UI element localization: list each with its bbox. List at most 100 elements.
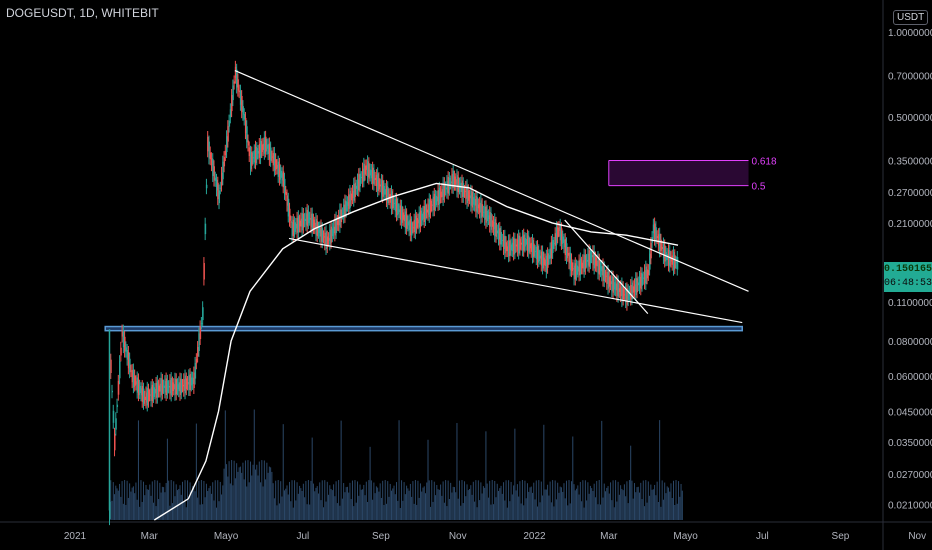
- volume-bar: [636, 487, 638, 520]
- candle-body: [188, 375, 190, 390]
- volume-bar: [148, 489, 150, 520]
- volume-bar: [242, 462, 244, 520]
- volume-bar: [499, 488, 501, 520]
- volume-bar: [450, 482, 452, 520]
- candle-body: [263, 137, 266, 154]
- candle-body: [286, 195, 289, 206]
- candle-body: [153, 387, 155, 397]
- volume-bar: [266, 462, 268, 520]
- candle-body: [223, 157, 226, 167]
- volume-bar: [431, 480, 433, 520]
- candle-body: [197, 347, 199, 357]
- candle-body: [164, 381, 166, 393]
- candle-body: [452, 170, 455, 188]
- volume-bar: [665, 493, 667, 520]
- candle-body: [273, 152, 276, 171]
- y-tick-label: 0.0210000: [888, 501, 932, 512]
- volume-bar: [226, 464, 228, 520]
- candle-body: [655, 227, 657, 242]
- candle-body: [334, 219, 336, 236]
- candle-body: [572, 268, 574, 270]
- volume-bar: [204, 497, 206, 520]
- candle-body: [569, 252, 572, 271]
- candle-body: [173, 384, 175, 390]
- volume-bar: [476, 507, 478, 520]
- candle-body: [581, 262, 583, 269]
- candle-body: [229, 109, 232, 118]
- volume-bar: [149, 484, 151, 520]
- candle-body: [195, 359, 198, 364]
- volume-bar: [484, 487, 486, 520]
- candle-body: [442, 182, 445, 201]
- candle-body: [239, 90, 242, 105]
- candle-body: [364, 165, 367, 175]
- candle-body: [140, 388, 142, 396]
- candle-body: [591, 255, 593, 258]
- currency-badge[interactable]: USDT: [893, 10, 929, 25]
- volume-bar: [164, 492, 166, 520]
- candle-body: [437, 190, 440, 205]
- volume-bar: [179, 485, 181, 520]
- candle-body: [640, 272, 642, 290]
- symbol-label[interactable]: DOGEUSDT, 1D, WHITEBIT: [6, 6, 159, 20]
- candle-body: [281, 173, 283, 181]
- volume-bar: [559, 486, 561, 520]
- volume-bar: [325, 501, 327, 520]
- volume-bar: [265, 479, 267, 520]
- volume-bar: [471, 494, 473, 520]
- candle-body: [518, 235, 520, 254]
- candle-body: [369, 169, 372, 176]
- volume-bar: [229, 483, 231, 520]
- volume-bar: [616, 501, 618, 520]
- candle-body: [292, 219, 295, 237]
- volume-bar: [345, 487, 347, 520]
- volume-bar: [610, 482, 612, 520]
- volume-bar: [492, 504, 494, 520]
- volume-bar: [305, 480, 307, 520]
- volume-bar: [210, 493, 212, 520]
- volume-bar: [545, 489, 547, 520]
- volume-bar: [500, 485, 502, 520]
- volume-bar: [217, 480, 219, 520]
- upper-trendline: [234, 70, 749, 292]
- volume-bar: [145, 484, 147, 520]
- candle-body: [524, 238, 526, 247]
- candle-body: [355, 185, 358, 189]
- volume-bar: [631, 480, 633, 520]
- volume-bar: [296, 482, 298, 520]
- candle-body: [169, 380, 171, 394]
- candle-body: [630, 285, 632, 300]
- volume-bar: [407, 488, 409, 520]
- candle-body: [394, 199, 397, 212]
- volume-bar: [494, 480, 496, 520]
- candle-body: [453, 176, 456, 185]
- volume-bar: [163, 487, 165, 520]
- candle-body: [470, 190, 472, 206]
- candle-body: [552, 239, 554, 254]
- candle-body: [538, 250, 540, 262]
- candle-body: [608, 276, 611, 287]
- volume-bar: [515, 490, 517, 520]
- candle-body: [175, 379, 178, 395]
- candle-body: [464, 190, 466, 192]
- candle-body: [578, 260, 581, 276]
- candle-body: [409, 218, 412, 236]
- volume-bar: [295, 500, 297, 520]
- volume-bar: [388, 496, 390, 520]
- volume-bar: [411, 496, 413, 520]
- volume-bar: [495, 497, 497, 520]
- volume-bar: [646, 502, 648, 520]
- volume-bar: [251, 475, 253, 520]
- volume-bar: [523, 505, 525, 520]
- volume-bar: [271, 471, 273, 520]
- volume-bar: [355, 502, 357, 520]
- candle-body: [248, 147, 251, 157]
- volume-bar: [378, 491, 380, 520]
- volume-bar: [496, 483, 498, 520]
- candle-body: [457, 177, 460, 193]
- volume-bar: [640, 482, 642, 520]
- candle-body: [506, 246, 509, 252]
- candle-body: [346, 202, 349, 206]
- candle-body: [484, 206, 486, 220]
